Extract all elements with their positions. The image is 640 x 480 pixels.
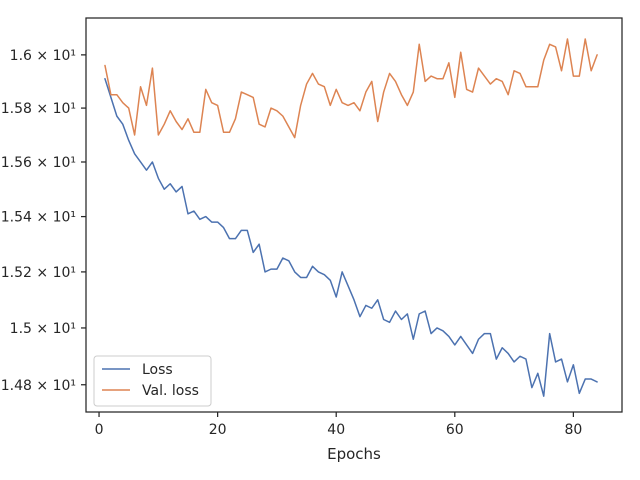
series-line-val-loss (104, 38, 598, 139)
x-tick-label: 20 (209, 422, 227, 438)
y-tick-label: 1.5 × 10¹ (10, 321, 76, 337)
series-layer (104, 38, 598, 397)
y-axis: 1.48 × 10¹ 1.5 × 10¹ 1.52 × 10¹ 1.54 × 10¹ 1… (1, 48, 86, 394)
plot-frame (85, 17, 623, 413)
y-tick-label: 1.58 × 10¹ (1, 101, 76, 117)
x-tick-label: 80 (564, 422, 582, 438)
legend-label-val-loss: Val. loss (142, 383, 199, 399)
x-axis: 0 20 40 60 80 (95, 412, 582, 438)
series-line-loss (104, 77, 598, 397)
x-tick-label: 40 (327, 422, 345, 438)
x-tick-label: 60 (446, 422, 464, 438)
y-tick-label: 1.6 × 10¹ (10, 48, 76, 64)
y-tick-label: 1.48 × 10¹ (1, 378, 76, 394)
legend: Loss Val. loss (93, 355, 212, 407)
y-tick-label: 1.54 × 10¹ (1, 210, 76, 226)
x-tick-label: 0 (95, 422, 104, 438)
x-axis-label: Epochs (327, 445, 381, 463)
y-tick-label: 1.52 × 10¹ (1, 265, 76, 281)
y-tick-label: 1.56 × 10¹ (1, 155, 76, 171)
legend-label-loss: Loss (142, 362, 173, 378)
